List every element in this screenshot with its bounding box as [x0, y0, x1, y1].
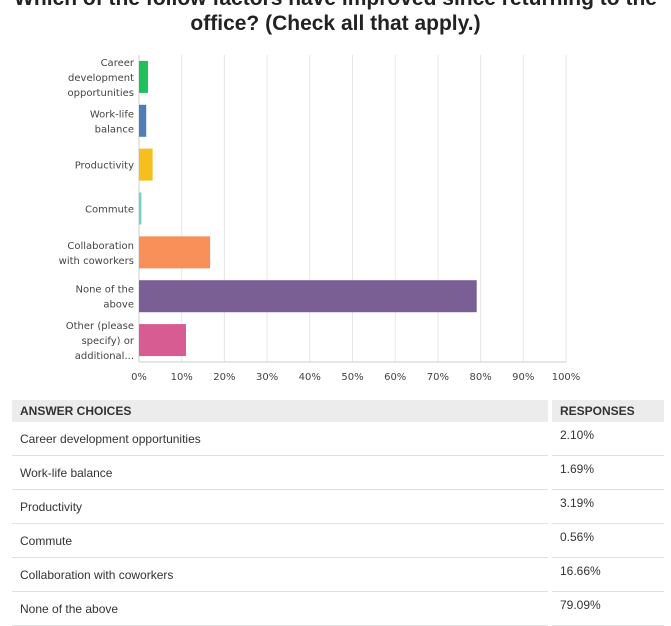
- category-label: Commute: [85, 205, 134, 216]
- response-cell: 79.09%: [548, 591, 664, 626]
- answer-table: ANSWER CHOICES RESPONSES Career developm…: [12, 400, 664, 626]
- answer-choices-header[interactable]: ANSWER CHOICES: [12, 400, 550, 422]
- bar: [139, 236, 211, 269]
- category-label: specify) or: [81, 336, 134, 347]
- category-label: above: [103, 300, 134, 311]
- x-tick-label: 80%: [469, 372, 491, 383]
- x-tick-label: 100%: [552, 372, 581, 383]
- table-row: Collaboration with coworkers 16.66%: [12, 557, 664, 592]
- chart-title-line-2: office? (Check all that apply.): [190, 12, 481, 35]
- category-label: None of the: [76, 285, 135, 296]
- table-row: Commute 0.56%: [12, 523, 664, 558]
- x-tick-label: 60%: [384, 372, 406, 383]
- bar: [139, 280, 477, 313]
- answer-choice-cell: Collaboration with coworkers: [12, 557, 550, 592]
- bar-chart: 0% 10% 20% 30% 40% 50% 60% 70% 80% 90% 100% Career d…: [59, 55, 581, 383]
- response-cell: 3.19%: [548, 489, 664, 524]
- x-tick-label: 40%: [299, 372, 321, 383]
- category-label: with coworkers: [59, 256, 134, 267]
- category-label: Career: [101, 58, 135, 69]
- category-label: development: [68, 73, 134, 84]
- category-label: Productivity: [75, 161, 134, 172]
- answer-choice-cell: Productivity: [12, 489, 550, 524]
- response-cell: 16.66%: [548, 557, 664, 592]
- table-row: None of the above 79.09%: [12, 591, 664, 626]
- bar: [139, 104, 147, 137]
- category-label: opportunities: [68, 88, 134, 99]
- category-label: additional...: [75, 351, 134, 362]
- response-cell: 1.69%: [548, 455, 664, 490]
- bar: [139, 60, 148, 93]
- x-tick-label: 30%: [256, 372, 278, 383]
- x-tick-label: 50%: [341, 372, 363, 383]
- x-tick-label: 0%: [131, 372, 147, 383]
- table-header-row: ANSWER CHOICES RESPONSES: [12, 400, 664, 422]
- chart-title: Which of the follow factors have improve…: [0, 0, 671, 36]
- category-label: balance: [95, 124, 134, 135]
- response-cell: 0.56%: [548, 523, 664, 558]
- x-tick-label: 90%: [512, 372, 534, 383]
- table-row: Work-life balance 1.69%: [12, 455, 664, 490]
- table-row: Career development opportunities 2.10%: [12, 422, 664, 456]
- x-tick-label: 10%: [171, 372, 193, 383]
- answer-choice-cell: Commute: [12, 523, 550, 558]
- x-tick-label: 70%: [427, 372, 449, 383]
- answer-choice-cell: Work-life balance: [12, 455, 550, 490]
- x-tick-label: 20%: [213, 372, 235, 383]
- answer-choice-cell: Career development opportunities: [12, 422, 550, 456]
- bar: [139, 192, 142, 225]
- bar: [139, 148, 153, 181]
- response-cell: 2.10%: [548, 422, 664, 456]
- category-label: Other (please: [66, 321, 134, 332]
- table-row: Productivity 3.19%: [12, 489, 664, 524]
- answer-choice-cell: None of the above: [12, 591, 550, 626]
- category-label: Work-life: [90, 109, 134, 120]
- chart-title-line-1: Which of the follow factors have improve…: [0, 0, 671, 11]
- bar: [139, 324, 186, 357]
- category-label: Collaboration: [67, 241, 134, 252]
- responses-header[interactable]: RESPONSES: [548, 400, 664, 422]
